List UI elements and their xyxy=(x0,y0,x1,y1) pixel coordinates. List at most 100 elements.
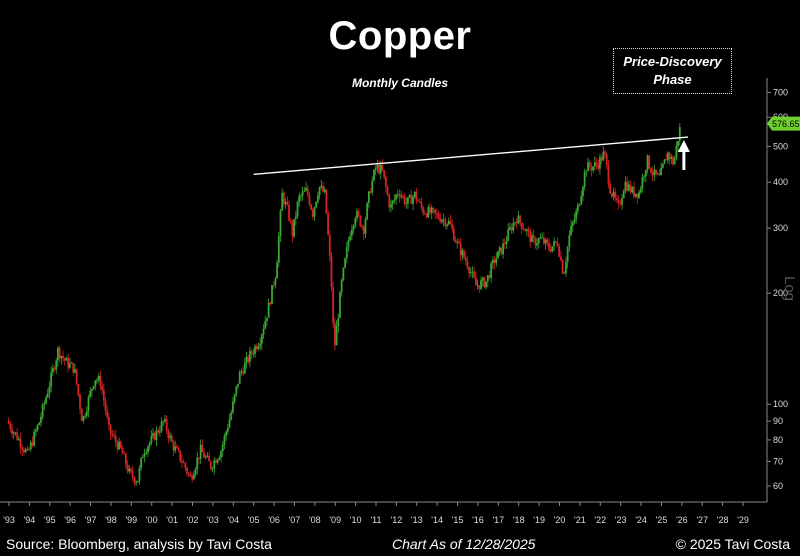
x-tick-label: '09 xyxy=(329,515,341,525)
candle-body xyxy=(291,221,294,237)
candle-body xyxy=(401,195,404,197)
candle-body xyxy=(634,193,637,197)
candle-body xyxy=(626,181,629,191)
candle-body xyxy=(490,263,493,279)
y-tick-label: 100 xyxy=(773,399,788,409)
candle-body xyxy=(349,235,352,241)
candle-body xyxy=(141,456,144,458)
candle-body xyxy=(486,275,489,282)
chart-subtitle: Monthly Candles xyxy=(351,76,448,90)
candle-body xyxy=(310,204,312,210)
candle-body xyxy=(391,200,394,205)
candle-body xyxy=(41,404,44,417)
x-axis-ticks: '93 '94 '95 '96 '97 '98 '99 '00 '01 '02 '03 '04 '05 '… xyxy=(3,502,749,525)
candle-body xyxy=(128,468,131,472)
candle-body xyxy=(617,199,620,204)
candle-body xyxy=(306,187,309,195)
candle-body xyxy=(548,242,550,250)
candle-body xyxy=(362,226,365,234)
x-tick-label: '01 xyxy=(166,515,178,525)
candle-body xyxy=(524,229,527,232)
candle-body xyxy=(252,353,255,355)
candle-body xyxy=(192,474,195,480)
candle-body xyxy=(257,346,260,349)
candle-body xyxy=(174,446,177,451)
candle-body xyxy=(658,173,661,176)
candle-body xyxy=(675,145,678,158)
candle-body xyxy=(551,246,554,252)
candle-body xyxy=(469,272,472,274)
candle-body xyxy=(181,460,183,463)
candle-body xyxy=(582,186,584,197)
candle-body xyxy=(327,213,329,235)
candle-body xyxy=(381,165,384,171)
candle-body xyxy=(371,180,374,193)
candle-body xyxy=(383,170,386,178)
candle-body xyxy=(570,225,572,235)
candle-body xyxy=(650,168,652,173)
candle-body xyxy=(571,222,574,226)
candle-body xyxy=(29,442,32,450)
candle-body xyxy=(308,194,311,205)
candle-body xyxy=(475,277,477,286)
candle-body xyxy=(544,239,547,244)
candle-body xyxy=(588,162,591,168)
candle-body xyxy=(19,438,22,448)
candle-body xyxy=(191,476,194,480)
candle-body xyxy=(271,284,273,305)
candle-body xyxy=(444,219,447,227)
candle-body xyxy=(481,277,484,281)
candle-body xyxy=(242,371,245,374)
y-tick-label: 400 xyxy=(773,177,788,187)
candle-body xyxy=(82,416,85,421)
candle-body xyxy=(441,220,443,222)
candle-body xyxy=(627,184,630,191)
candle-body xyxy=(400,195,403,197)
candle-body xyxy=(677,140,679,146)
candle-body xyxy=(644,169,647,177)
candle-body xyxy=(651,172,654,176)
candle-body xyxy=(203,452,205,458)
candle-body xyxy=(130,468,132,472)
candle-body xyxy=(96,380,98,381)
candle-body xyxy=(463,250,465,258)
candle-body xyxy=(458,241,460,244)
candle-body xyxy=(583,171,586,187)
candle-body xyxy=(186,468,188,474)
x-tick-label: '14 xyxy=(431,515,443,525)
candle-body xyxy=(434,209,437,214)
candle-body xyxy=(250,351,253,354)
candle-body xyxy=(276,262,279,279)
candle-body xyxy=(672,156,674,165)
candle-body xyxy=(68,363,71,368)
candle-body xyxy=(407,197,409,204)
candle-body xyxy=(167,430,170,438)
candle-body xyxy=(315,201,318,208)
candle-body xyxy=(328,234,331,257)
candle-body xyxy=(379,165,382,174)
candle-body xyxy=(318,187,321,196)
candle-body xyxy=(505,240,508,245)
candle-body xyxy=(55,360,58,370)
candle-body xyxy=(565,262,567,274)
candle-body xyxy=(316,195,319,202)
candle-body xyxy=(373,170,375,181)
candle-body xyxy=(561,259,564,274)
candle-body xyxy=(578,204,581,206)
candle-body xyxy=(532,235,535,239)
candle-body xyxy=(508,227,511,230)
x-tick-label: '08 xyxy=(309,515,321,525)
candle-body xyxy=(451,224,454,229)
candle-body xyxy=(26,449,29,451)
candle-body xyxy=(16,432,19,440)
candle-body xyxy=(473,271,476,278)
candle-body xyxy=(352,225,355,230)
price-discovery-annotation: Price-Discovery Phase xyxy=(613,48,732,94)
x-tick-label: '03 xyxy=(207,515,219,525)
candle-body xyxy=(573,219,576,223)
candle-body xyxy=(272,284,275,286)
candle-body xyxy=(413,191,416,197)
x-tick-label: '11 xyxy=(370,515,381,525)
candle-body xyxy=(58,347,61,359)
candle-body xyxy=(94,380,97,387)
